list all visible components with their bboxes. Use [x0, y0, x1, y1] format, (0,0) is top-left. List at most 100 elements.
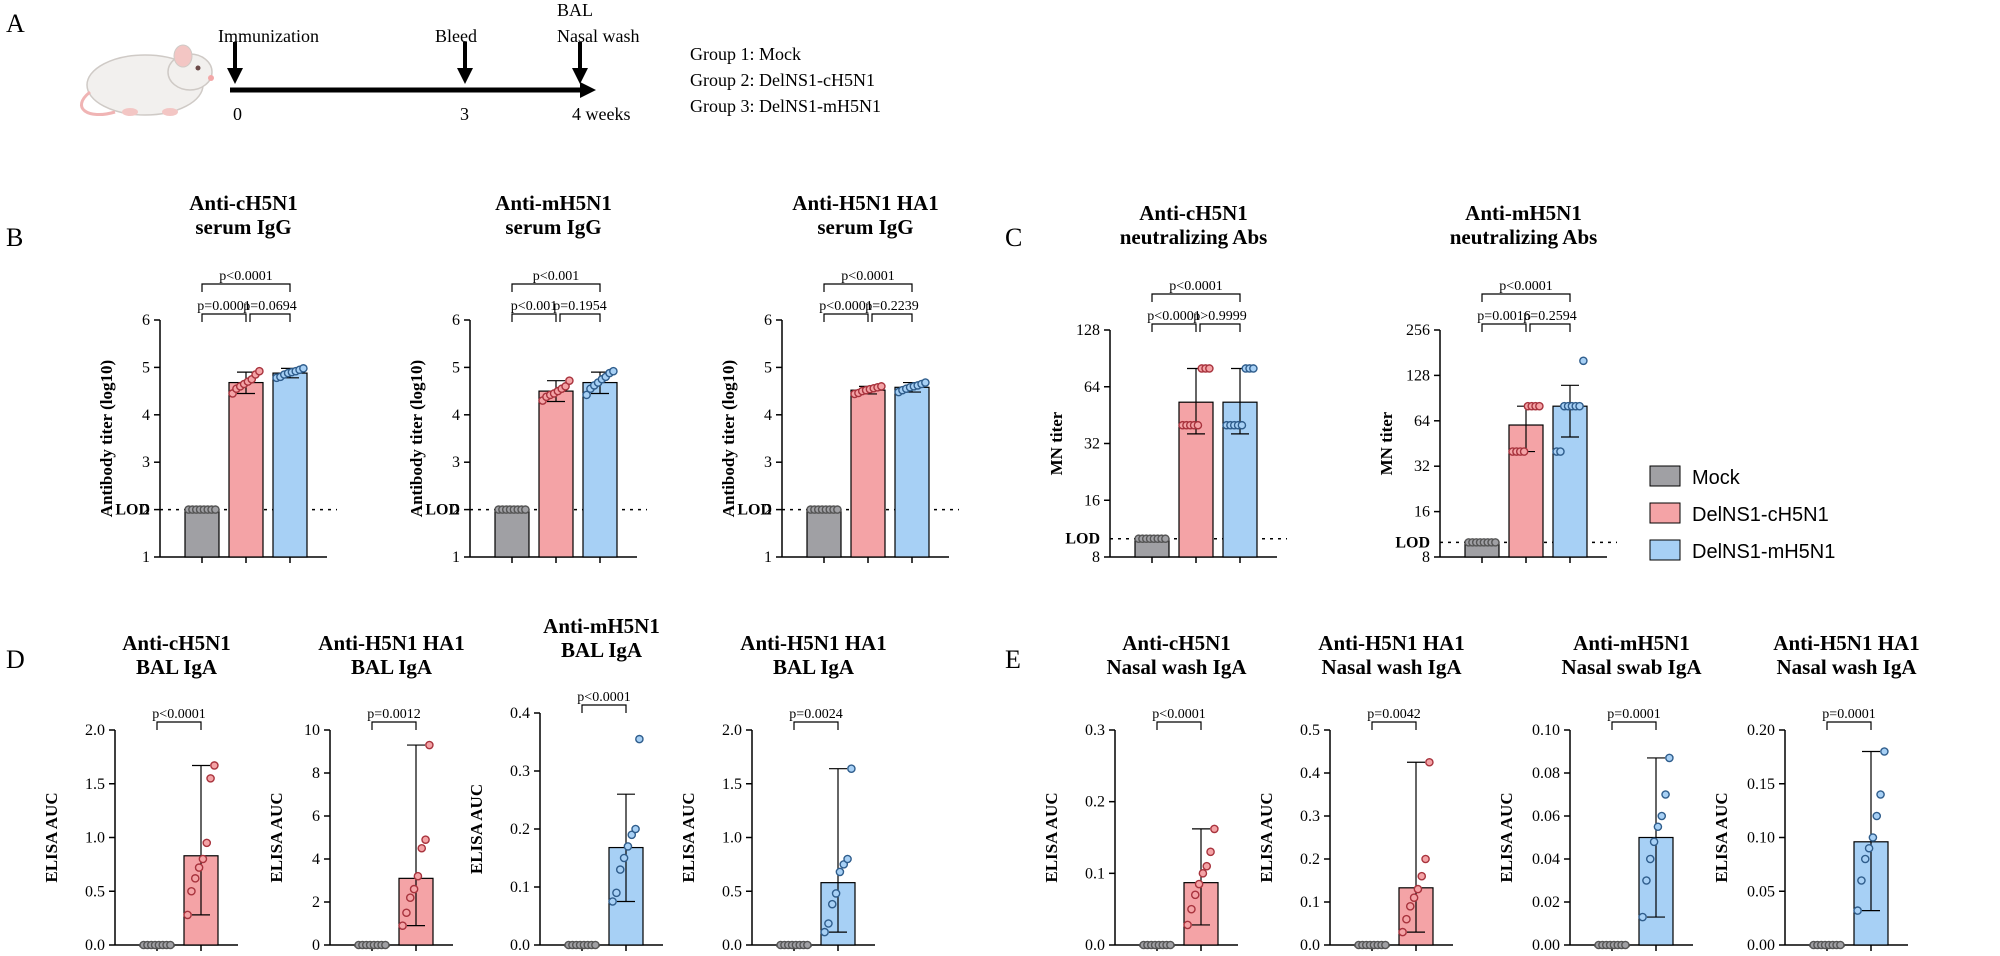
data-point: [1183, 920, 1192, 930]
y-tick-label: 2: [312, 894, 320, 911]
chart-title-line-2: Nasal swab IgA: [1561, 655, 1702, 679]
legend-label-mock: Mock: [1692, 467, 1741, 489]
y-tick-label: 0.10: [1747, 830, 1775, 847]
y-tick-label: 0.1: [510, 879, 530, 896]
y-tick-label: 32: [1414, 458, 1430, 475]
pvalue-mock-vs-ch5n1-label: p<0.001: [511, 299, 557, 314]
lod-label: LOD: [737, 502, 772, 519]
data-point: [1381, 940, 1390, 950]
panel-label-c: C: [1005, 223, 1022, 252]
lod-label: LOD: [1065, 531, 1100, 548]
pvalue-ch5n1-vs-mh5n1-bracket: [1199, 323, 1241, 332]
data-point: [1166, 940, 1175, 950]
data-point: [582, 390, 591, 400]
y-tick-label: 1: [142, 549, 150, 566]
y-tick-label: 5: [142, 359, 150, 376]
bar-group-mock: [494, 505, 530, 558]
y-tick-label: 8: [1092, 549, 1100, 566]
lod-label: LOD: [115, 502, 150, 519]
y-tick-label: 16: [1414, 504, 1430, 521]
data-point: [612, 888, 621, 898]
chart-title-line-1: Anti-cH5N1: [122, 631, 231, 655]
bar: [582, 381, 618, 558]
y-tick-label: 0.3: [1300, 808, 1320, 825]
y-tick-label: 32: [1084, 436, 1100, 453]
data-point: [1519, 447, 1529, 456]
y-tick-label: 4: [452, 407, 460, 424]
chart-title-line-2: serum IgG: [505, 215, 601, 239]
chart-title-line-1: Anti-cH5N1: [1122, 631, 1231, 655]
y-tick-label: 4: [312, 851, 320, 868]
pvalue-mock-vs-mh5n1-bracket: [511, 283, 601, 292]
bar-group-delns1-mh5n1: [582, 366, 618, 558]
y-axis-label: Antibody titer (log10): [719, 360, 738, 517]
pvalue-comparison-bracket: [1826, 721, 1872, 730]
y-tick-label: 0.05: [1747, 883, 1775, 900]
group-2-label: Group 2: DelNS1-cH5N1: [690, 70, 875, 90]
data-point: [1421, 854, 1430, 864]
data-point: [1194, 879, 1204, 889]
data-point: [521, 505, 530, 514]
y-tick-label: 16: [1084, 492, 1100, 509]
data-point: [1249, 364, 1258, 373]
y-tick-label: 6: [142, 312, 150, 329]
pvalue-ch5n1-vs-mh5n1-label: p=0.0694: [243, 299, 296, 314]
event-bleed: Bleed: [435, 26, 477, 46]
data-point: [210, 761, 219, 770]
pvalue-mock-vs-ch5n1-bracket: [511, 313, 557, 322]
y-tick-label: 1: [764, 549, 772, 566]
y-axis-label: MN titer: [1047, 411, 1066, 475]
bar-group-delns1-mh5n1: [272, 364, 308, 558]
y-tick-label: 6: [452, 312, 460, 329]
chart-title-line-1: Anti-H5N1 HA1: [1773, 631, 1919, 655]
data-point: [877, 382, 886, 391]
pvalue-comparison-bracket: [1611, 721, 1657, 730]
pvalue-comparison-bracket: [156, 721, 202, 730]
timeline-arrow-immunization: [227, 42, 243, 84]
data-point: [1161, 534, 1170, 544]
data-point: [1491, 538, 1500, 547]
mouse-icon: [80, 44, 214, 117]
y-tick-label: 64: [1084, 379, 1100, 396]
data-point: [198, 854, 208, 864]
bar-group-delns1-ch5n1: [1508, 401, 1544, 558]
bar-group-mock: [1139, 940, 1175, 950]
y-tick-label: 10: [304, 722, 320, 739]
chart-title-line-2: neutralizing Abs: [1120, 225, 1268, 249]
data-point: [833, 505, 842, 514]
bar-group-delns1-mh5n1: [1222, 364, 1258, 558]
chart-title-line-1: Anti-H5N1 HA1: [318, 631, 464, 655]
bar-group-mock: [1354, 940, 1390, 950]
bar-group-delns1-ch5n1: [538, 376, 574, 558]
pvalue-comparison-bracket: [793, 721, 839, 730]
chart-title-line-1: Anti-cH5N1: [189, 191, 298, 215]
chart-title-line-2: serum IgG: [195, 215, 291, 239]
data-point: [615, 865, 625, 874]
bar-group-delns1-ch5n1: [228, 366, 264, 558]
data-point: [565, 376, 574, 385]
chart-title-line-1: Anti-H5N1 HA1: [1318, 631, 1464, 655]
data-point: [409, 884, 419, 894]
panel-label-a: A: [6, 9, 25, 38]
y-tick-label: 0.2: [1300, 851, 1320, 868]
timeline-tick-4-weeks: 4 weeks: [572, 104, 630, 124]
pvalue-mock-vs-ch5n1-bracket: [823, 313, 869, 322]
y-axis-label: Antibody titer (log10): [97, 360, 116, 517]
timeline-arrowhead: [580, 82, 596, 98]
data-point: [609, 366, 618, 376]
y-tick-label: 6: [764, 312, 772, 329]
data-point: [1210, 824, 1219, 834]
pvalue-comparison-label: p<0.0001: [577, 690, 630, 705]
y-tick-label: 0.5: [85, 883, 105, 900]
data-point: [608, 897, 617, 906]
chart-title-line-1: Anti-cH5N1: [1139, 201, 1248, 225]
data-point: [381, 940, 390, 950]
pvalue-mock-vs-ch5n1-label: p<0.0001: [1147, 309, 1200, 324]
event-immunization: Immunization: [218, 26, 319, 46]
pvalue-mock-vs-ch5n1-label: p=0.0016: [1477, 309, 1530, 324]
bar-group-mock: [354, 940, 390, 950]
